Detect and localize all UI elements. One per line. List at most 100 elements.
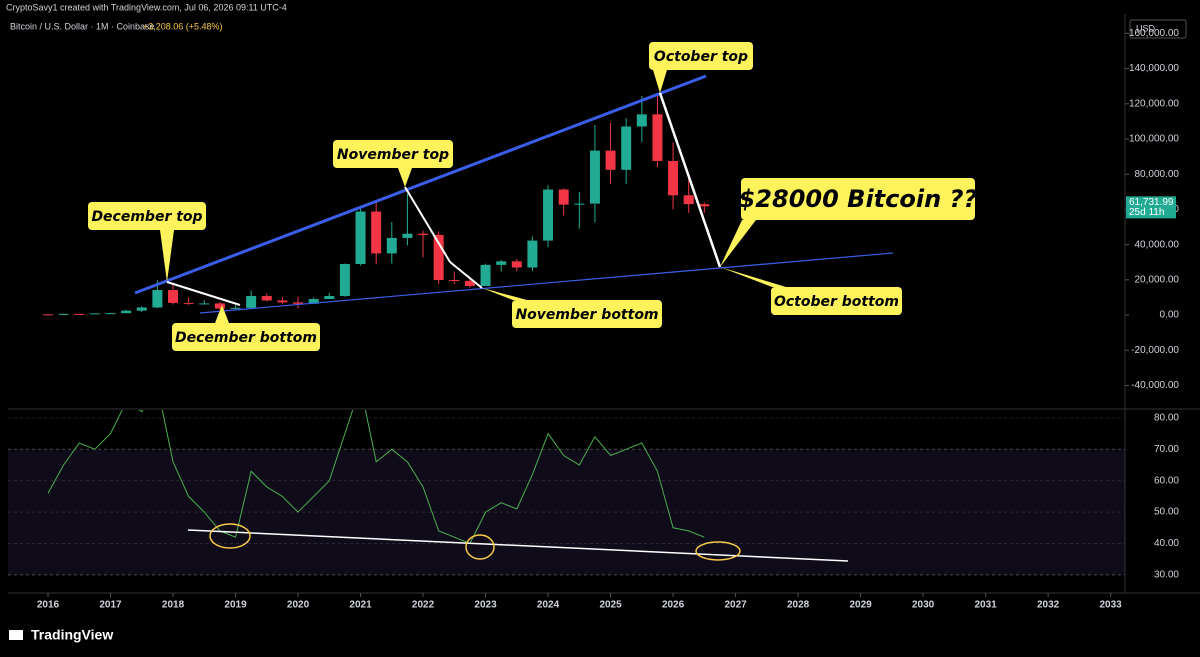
y-tick-label: 120,000.00: [1129, 98, 1179, 109]
candle-body: [418, 233, 429, 235]
rsi-tick-label: 50.00: [1154, 507, 1179, 518]
annotation-pointer: [482, 288, 527, 300]
annotation: October top: [654, 49, 748, 65]
trend-line: [404, 186, 451, 263]
annotation-pointer: [720, 267, 786, 287]
candle-body: [433, 234, 444, 281]
y-tick-label: 40,000.00: [1135, 239, 1180, 250]
x-tick-label: 2029: [849, 600, 872, 611]
annotation-box: [741, 178, 975, 220]
candle-body: [261, 296, 272, 301]
candle-body: [121, 310, 132, 314]
x-tick-label: 2019: [224, 600, 247, 611]
x-tick-label: 2027: [724, 600, 747, 611]
candle-body: [58, 313, 69, 315]
annotation: $28000 Bitcoin ??: [739, 185, 978, 213]
annotation: October bottom: [774, 294, 899, 310]
candle-body: [308, 299, 319, 304]
candle-body: [496, 261, 507, 265]
credit: CryptoSavy1 created with TradingView.com…: [6, 2, 287, 12]
candle-body: [355, 211, 366, 264]
x-tick-label: 2025: [599, 600, 622, 611]
candle-body: [152, 290, 163, 308]
highlight-circle: [695, 541, 741, 561]
rsi-tick-label: 30.00: [1154, 570, 1179, 581]
currency: USD: [1136, 23, 1156, 33]
candle-body: [277, 300, 288, 303]
annotation: December bottom: [175, 330, 317, 346]
annotation: November bottom: [515, 307, 658, 323]
x-tick-label: 2030: [912, 600, 935, 611]
x-tick-label: 2026: [662, 600, 685, 611]
y-tick-label: -20,000.00: [1131, 345, 1179, 356]
x-tick-label: 2017: [99, 600, 122, 611]
rsi-tick-label: 80.00: [1154, 412, 1179, 423]
y-tick-label: 140,000.00: [1129, 63, 1179, 74]
trend-line: [134, 74, 707, 295]
x-tick-label: 2020: [287, 600, 310, 611]
price-label: 61,731.99: [1129, 197, 1174, 208]
symbol: Bitcoin / U.S. Dollar · 1M · Coinbase: [10, 21, 155, 31]
candle-body: [574, 203, 585, 205]
candle-body: [605, 150, 616, 170]
x-tick-label: 2031: [974, 600, 997, 611]
candle-body: [371, 211, 382, 254]
annotation-pointer: [215, 305, 229, 323]
trend-line: [199, 252, 894, 314]
annotation: November top: [337, 147, 449, 163]
candle-body: [43, 314, 54, 316]
y-tick-label: -40,000.00: [1131, 380, 1179, 391]
trend-line: [187, 529, 849, 562]
annotation-pointer: [720, 220, 756, 267]
annotation-box: [88, 202, 206, 230]
candle-body: [636, 114, 647, 127]
trend-line: [166, 281, 241, 306]
rsi-band: [8, 449, 1125, 575]
logo-icon: [9, 630, 23, 640]
candle-body: [589, 150, 600, 204]
candle-body: [74, 313, 85, 315]
rsi-tick-label: 60.00: [1154, 475, 1179, 486]
annotation-box: [333, 140, 453, 168]
y-tick-label: 20,000.00: [1135, 274, 1180, 285]
rsi-tick-label: 70.00: [1154, 444, 1179, 455]
y-tick-label: 0.00: [1160, 310, 1180, 321]
annotation-box: [649, 42, 753, 70]
candle-body: [480, 264, 491, 286]
trend-line: [658, 92, 722, 268]
x-tick-label: 2021: [349, 600, 372, 611]
candle-body: [293, 302, 304, 304]
candle-body: [136, 307, 147, 311]
candle-body: [668, 161, 679, 196]
rsi-line: [47, 410, 705, 545]
candle-body: [199, 303, 210, 305]
candle-body: [230, 307, 241, 309]
candle-body: [652, 114, 663, 162]
x-tick-label: 2023: [474, 600, 497, 611]
candle-body: [168, 290, 179, 303]
candle-body: [105, 313, 116, 315]
candle-body: [464, 280, 475, 286]
candle-body: [699, 204, 710, 207]
candle-body: [89, 313, 100, 315]
x-tick-label: 2024: [537, 600, 560, 611]
candle-body: [511, 261, 522, 268]
trend-line: [449, 261, 483, 289]
annotation-pointer: [398, 168, 412, 187]
candle-body: [621, 126, 632, 170]
annotation-box: [172, 323, 320, 351]
annotation: December top: [91, 209, 202, 225]
highlight-circle: [209, 523, 251, 549]
y-tick-label: 160,000.00: [1129, 28, 1179, 39]
price-box: [1126, 196, 1176, 219]
candles: [43, 92, 710, 316]
candle-body: [246, 296, 257, 308]
annotation-pointer: [653, 70, 667, 93]
x-tick-label: 2028: [787, 600, 810, 611]
candle-body: [339, 263, 350, 297]
x-tick-label: 2018: [162, 600, 185, 611]
candle-body: [402, 233, 413, 238]
x-tick-label: 2032: [1037, 600, 1060, 611]
change: +3,208.06 (+5.48%): [143, 21, 223, 31]
candle-body: [183, 302, 194, 304]
